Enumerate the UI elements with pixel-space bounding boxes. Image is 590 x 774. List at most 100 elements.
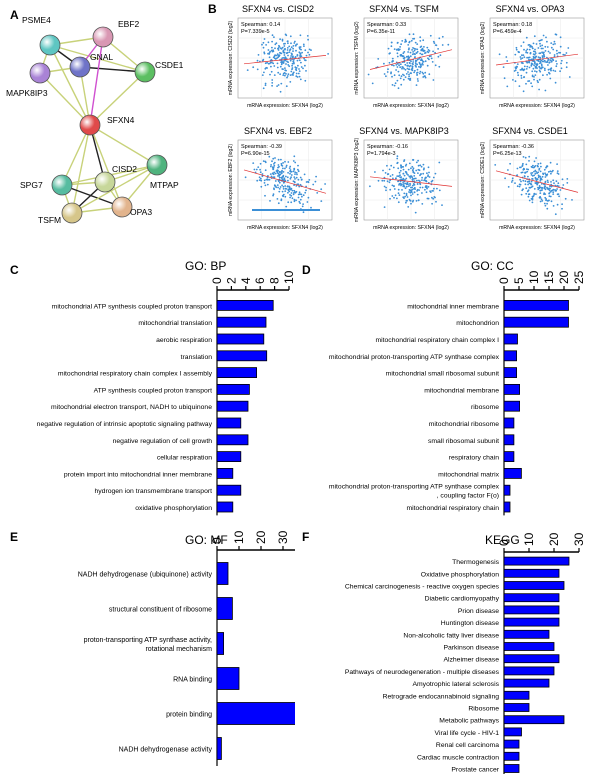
scatter-point: [523, 68, 525, 71]
scatter-point: [550, 185, 553, 188]
x-tick-label: 10: [522, 532, 536, 546]
scatter-point: [289, 35, 292, 38]
scatter-point: [524, 180, 527, 183]
scatter-point: [271, 46, 273, 49]
scatter-point: [533, 188, 536, 190]
scatter-point: [281, 61, 284, 64]
scatter-point: [282, 74, 285, 76]
scatter-point: [530, 197, 533, 200]
scatter-point: [382, 169, 384, 172]
scatter-point: [431, 179, 434, 182]
scatter-point: [419, 174, 421, 177]
scatter-point: [406, 67, 409, 70]
scatter-point: [540, 64, 543, 67]
scatter-point: [404, 178, 406, 181]
scatter-point: [423, 52, 426, 54]
scatter-point: [292, 61, 295, 64]
scatter-point: [280, 158, 282, 161]
scatter-point: [415, 84, 418, 86]
category-label: negative regulation of cell growth: [113, 438, 213, 445]
scatter-point: [295, 72, 298, 75]
scatter-point: [534, 52, 537, 54]
scatter-point: [261, 74, 264, 76]
trend-line: [243, 169, 327, 194]
x-tick-label: 0: [210, 277, 224, 284]
scatter-point: [441, 44, 444, 46]
scatter-point: [298, 75, 301, 78]
scatter-point: [282, 167, 284, 170]
scatter-point: [541, 189, 543, 191]
scatter-point: [287, 171, 289, 174]
scatter-point: [558, 195, 560, 198]
scatter-point: [506, 85, 509, 88]
scatter-point: [280, 164, 283, 167]
network-edge: [61, 124, 91, 186]
scatter-point: [540, 67, 543, 70]
scatter-point: [523, 65, 526, 68]
scatter-point: [545, 199, 547, 202]
network-edge: [89, 124, 158, 166]
scatter-point: [561, 203, 563, 206]
scatter-point: [528, 199, 531, 202]
scatter-point: [300, 179, 303, 181]
x-tick-label: 20: [557, 270, 571, 284]
bar-translation: [216, 350, 268, 362]
scatter-point: [371, 82, 374, 85]
scatter-point: [544, 185, 547, 188]
scatter-point: [394, 194, 397, 197]
scatter-point: [284, 160, 286, 163]
scatter-point: [531, 74, 534, 77]
scatter-point: [515, 46, 518, 49]
scatter-point: [399, 169, 402, 172]
scatter-ylabel: mRNA expression: OPA3 (log2): [480, 21, 486, 94]
scatter-point: [290, 42, 292, 45]
scatter-point: [420, 48, 423, 51]
category-label: Thermogenesis: [452, 559, 499, 566]
scatter-point: [526, 65, 529, 68]
scatter-point: [533, 160, 536, 163]
scatter-point: [268, 56, 271, 59]
scatter-point: [571, 199, 573, 201]
scatter-point: [528, 58, 530, 61]
scatter-point: [259, 168, 261, 171]
scatter-point: [560, 59, 563, 62]
category-label: rotational mechanism: [145, 646, 212, 653]
scatter-point: [397, 180, 399, 183]
scatter-point: [412, 159, 415, 161]
scatter-point: [277, 164, 280, 166]
bar-mitochondrial-proton-transporting-atp-synthase-complex: [503, 350, 518, 362]
scatter-point: [414, 41, 417, 44]
scatter-point: [427, 174, 429, 176]
scatter-point: [402, 55, 405, 58]
scatter-point: [402, 73, 404, 76]
scatter-point: [270, 165, 272, 168]
bar-parkinson-disease: [503, 642, 555, 651]
scatter-point: [414, 65, 417, 67]
scatter-point: [408, 79, 411, 81]
scatter-point: [544, 69, 546, 71]
scatter-point: [260, 185, 263, 188]
scatter-point: [530, 174, 533, 176]
scatter-point: [539, 178, 542, 181]
scatter-point: [299, 78, 302, 81]
scatter-point: [560, 67, 563, 70]
scatter-point: [383, 206, 386, 208]
scatter-point: [434, 64, 437, 67]
scatter-point: [506, 60, 509, 62]
scatter-point: [261, 43, 263, 46]
scatter-point: [410, 202, 412, 205]
scatter-point: [447, 43, 450, 46]
scatter-point: [548, 61, 551, 64]
scatter-point: [540, 183, 543, 185]
scatter-point: [387, 173, 390, 175]
scatter-point: [547, 171, 550, 173]
scatter-point: [264, 169, 267, 172]
scatter-point: [514, 80, 517, 83]
scatter-point: [324, 183, 326, 185]
scatter-point: [280, 63, 283, 66]
scatter-point: [535, 43, 538, 45]
scatter-point: [551, 58, 554, 61]
bar-prostate-cancer: [503, 764, 520, 773]
scatter-point: [406, 55, 408, 58]
scatter-point: [396, 63, 399, 65]
